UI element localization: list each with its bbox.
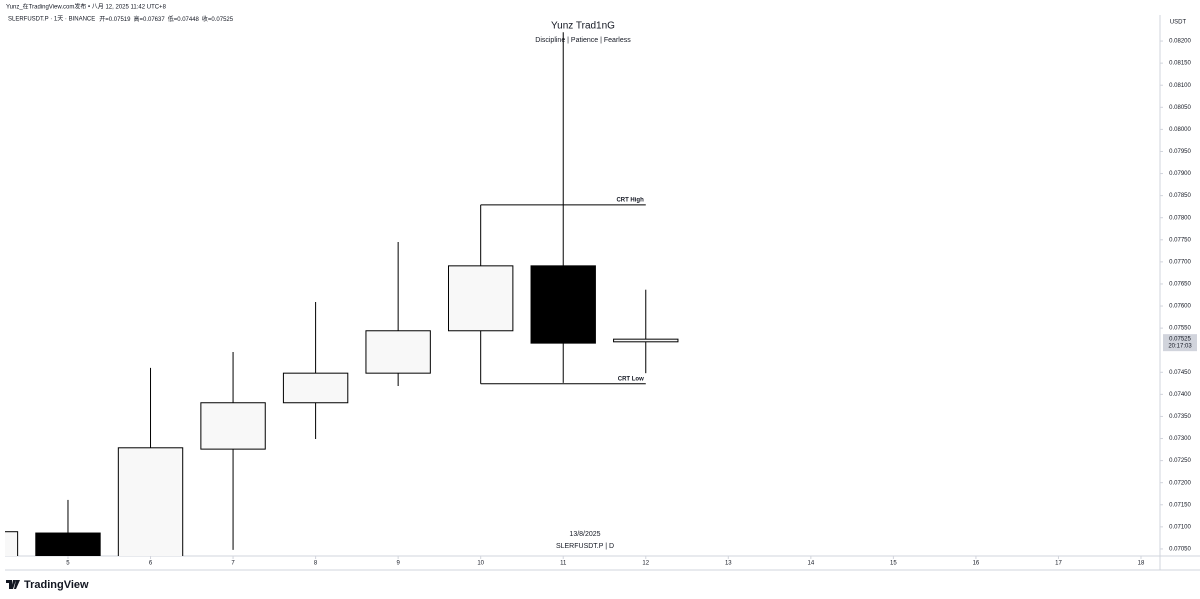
y-tick-label: 0.08200 [1169, 39, 1191, 45]
ohlc-legend: 开=0.07519 [99, 16, 131, 23]
y-tick-label: 0.08000 [1169, 127, 1191, 133]
countdown: 20:17:03 [1168, 344, 1192, 350]
ohlc-label: 高= [133, 15, 143, 23]
annotation-label: CRT High [616, 197, 644, 203]
candle-body [5, 531, 19, 556]
y-tick-label: 0.07400 [1169, 392, 1191, 398]
logo: TradingView [6, 579, 89, 591]
y-tick-label: 0.07850 [1169, 193, 1191, 199]
y-tick-label: 0.07450 [1169, 370, 1191, 376]
y-tick-label: 0.07650 [1169, 282, 1191, 288]
y-tick-label: 0.07600 [1169, 304, 1191, 310]
y-tick-label: 0.07750 [1169, 237, 1191, 243]
candle-body [447, 265, 514, 332]
y-tick-label: 0.08100 [1169, 83, 1191, 89]
ohlc-value: 0.07637 [143, 17, 165, 23]
y-tick-label: 0.07900 [1169, 171, 1191, 177]
x-tick-label: 15 [890, 561, 897, 567]
y-tick-label: 0.07700 [1169, 259, 1191, 265]
x-tick-label: 6 [149, 561, 153, 567]
ohlc-label: 低= [168, 15, 178, 23]
y-tick-label: 0.07100 [1169, 524, 1191, 530]
watermark-symbol: SLERFUSDT.P | D [556, 543, 614, 550]
y-tick-label: 0.07050 [1169, 547, 1191, 553]
y-tick-label: 0.07800 [1169, 215, 1191, 221]
x-tick-label: 14 [808, 561, 815, 567]
candle-body [530, 265, 596, 344]
y-tick-label: 0.07300 [1169, 436, 1191, 442]
watermark-subtitle: Discipline | Patience | Fearless [535, 37, 631, 44]
x-tick-label: 11 [560, 561, 567, 567]
ohlc-value: 0.07525 [211, 17, 233, 23]
candle-body [365, 330, 431, 374]
ohlc-value: 0.07519 [109, 17, 131, 23]
y-tick-label: 0.07150 [1169, 502, 1191, 508]
y-tick-label: 0.07200 [1169, 480, 1191, 486]
x-tick-label: 13 [725, 561, 732, 567]
logo-text: TradingView [24, 579, 89, 591]
x-tick-label: 8 [314, 561, 318, 567]
y-tick-label: 0.07250 [1169, 458, 1191, 464]
x-tick-label: 17 [1055, 561, 1062, 567]
candle-body [613, 338, 679, 343]
candle-body [117, 447, 184, 556]
plot-area [5, 32, 679, 556]
watermark-date: 13/8/2025 [569, 531, 600, 538]
y-tick-label: 0.07950 [1169, 149, 1191, 155]
y-tick-label: 0.07350 [1169, 414, 1191, 420]
attribution: Yunz_在TradingView.com发布 • 八月 12, 2025 11… [6, 3, 167, 11]
candle-body [282, 372, 349, 404]
ohlc-legend: 收=0.07525 [202, 15, 234, 23]
x-tick-label: 16 [973, 561, 980, 567]
y-tick-label: 0.08050 [1169, 105, 1191, 111]
y-tick-label: 0.07550 [1169, 326, 1191, 332]
symbol-info: SLERFUSDT.P · 1天 · BINANCE [8, 16, 95, 23]
x-tick-label: 12 [642, 561, 649, 567]
ohlc-legend: 高=0.07637 [133, 15, 165, 23]
x-tick-label: 10 [477, 561, 484, 567]
x-tick-label: 7 [231, 561, 235, 567]
ohlc-value: 0.07448 [177, 17, 199, 23]
ohlc-label: 收= [202, 15, 212, 23]
y-tick-label: 0.08150 [1169, 61, 1191, 67]
price-unit: USDT [1170, 20, 1187, 26]
ohlc-legend: 低=0.07448 [168, 15, 200, 23]
ohlc-label: 开= [99, 16, 109, 23]
x-tick-label: 5 [66, 561, 70, 567]
x-tick-label: 9 [396, 561, 400, 567]
watermark-title: Yunz Trad1nG [551, 21, 615, 32]
candle-body [35, 532, 101, 556]
x-tick-label: 18 [1138, 561, 1145, 567]
last-price-box [1163, 334, 1197, 352]
annotation-label: CRT Low [618, 376, 644, 382]
logo-icon [6, 580, 20, 589]
candle-body [200, 402, 266, 450]
last-price-label: 0.07525 [1169, 337, 1191, 343]
